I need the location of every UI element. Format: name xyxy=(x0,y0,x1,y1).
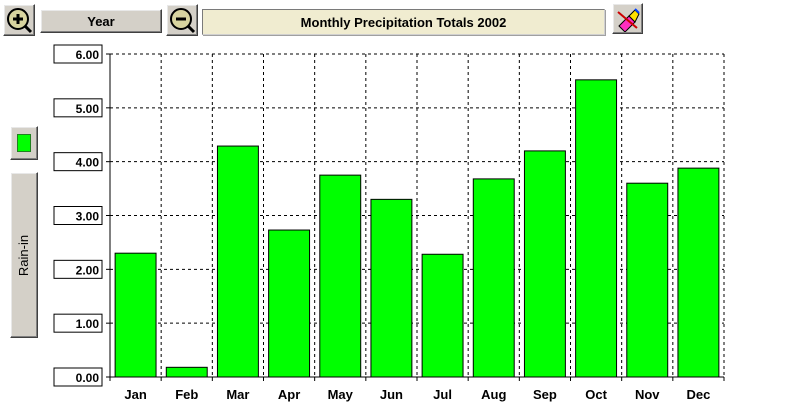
year-button[interactable]: Year xyxy=(40,9,162,33)
x-tick-label-sep: Sep xyxy=(533,387,557,402)
bar-sep xyxy=(523,150,566,378)
y-tick-label: 5.00 xyxy=(76,102,100,116)
y-tick-box xyxy=(53,206,103,225)
bar-nov xyxy=(626,182,669,378)
y-tick-label: 1.00 xyxy=(76,317,100,331)
x-tick-label-jan: Jan xyxy=(124,387,146,402)
x-tick-label-nov: Nov xyxy=(635,387,660,402)
x-tick-label-mar: Mar xyxy=(226,387,249,402)
zoom-in-icon xyxy=(7,8,33,34)
y-tick-box xyxy=(53,313,103,333)
series-button[interactable]: Rain-in xyxy=(10,172,38,338)
edit-tool-button[interactable] xyxy=(612,3,643,34)
bar-aug xyxy=(472,178,515,378)
bar-dec xyxy=(677,167,720,378)
legend-color-button[interactable] xyxy=(10,126,38,160)
chart-title-box: Monthly Precipitation Totals 2002 xyxy=(202,9,605,35)
year-button-label: Year xyxy=(87,13,115,29)
y-tick-label: 2.00 xyxy=(76,263,100,277)
x-tick-label-feb: Feb xyxy=(175,387,198,402)
eraser-pencil-icon xyxy=(616,7,640,32)
x-tick-label-jun: Jun xyxy=(380,387,403,402)
x-tick-label-may: May xyxy=(328,387,354,402)
bar-jan xyxy=(114,252,157,378)
y-tick-label: 4.00 xyxy=(76,156,100,170)
zoom-out-button[interactable] xyxy=(166,4,198,36)
y-tick-box xyxy=(53,44,103,64)
bar-apr xyxy=(268,229,311,378)
y-tick-label: 3.00 xyxy=(76,210,100,224)
x-tick-label-oct: Oct xyxy=(585,387,607,402)
y-tick-box xyxy=(53,152,103,172)
y-tick-box xyxy=(53,98,103,118)
y-tick-label: 6.00 xyxy=(76,48,100,62)
legend-swatch xyxy=(17,134,31,152)
zoom-out-icon xyxy=(170,8,196,34)
bar-may xyxy=(319,174,362,378)
bar-mar xyxy=(216,145,259,378)
bar-oct xyxy=(575,79,618,378)
x-tick-label-dec: Dec xyxy=(686,387,710,402)
chart-title: Monthly Precipitation Totals 2002 xyxy=(300,14,507,30)
y-tick-box xyxy=(53,367,103,387)
bar-jun xyxy=(370,198,413,378)
y-tick-label: 0.00 xyxy=(76,371,100,385)
x-tick-label-aug: Aug xyxy=(481,387,506,402)
zoom-in-button[interactable] xyxy=(3,4,35,36)
bar-jul xyxy=(421,253,464,378)
x-tick-label-jul: Jul xyxy=(433,387,452,402)
x-tick-label-apr: Apr xyxy=(278,387,300,402)
bar-feb xyxy=(165,366,208,378)
y-tick-box xyxy=(53,259,103,279)
